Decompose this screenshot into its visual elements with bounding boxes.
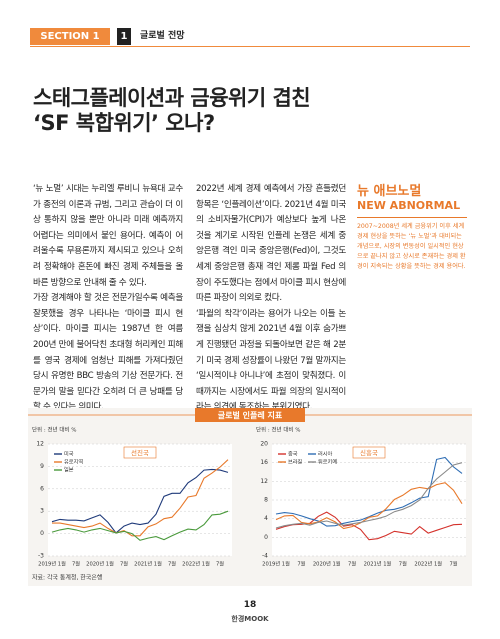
paragraph: ‘뉴 노멀’ 시대는 누리엘 루비니 뉴욕대 교수가 종전의 이론과 규범, 그… <box>33 184 183 288</box>
chart-unit: 단위 : 전년 대비 % <box>32 426 76 434</box>
y-tick-label: 6 <box>40 485 44 492</box>
series-line <box>275 482 463 530</box>
series-line <box>52 459 229 537</box>
x-tick-label: 7월 <box>216 560 224 568</box>
text-column: 2022년 세계 경제 예측에서 가장 흔들렸던 항목은 ‘인플레이션’이다. … <box>196 182 346 416</box>
x-tick-label: 7월 <box>348 560 356 568</box>
sidebar-title: 뉴 애브노멀 <box>357 184 422 199</box>
x-tick-label: 7월 <box>297 560 305 568</box>
chart-title-box <box>123 446 157 459</box>
series-line <box>275 462 463 529</box>
x-tick-label: 7월 <box>168 560 176 568</box>
text-column: ‘뉴 노멀’ 시대는 누리엘 루비니 뉴욕대 교수가 종전의 이론과 규범, 그… <box>33 182 183 416</box>
paragraph: ‘파월의 착각’이라는 용어가 나오는 이들 논쟁을 심상치 않게 2021년 … <box>196 308 346 413</box>
y-tick-label: 0 <box>264 534 268 541</box>
sidebar-text: 2007~2008년 세계 금융위기 이후 세계경제 현상을 뜻하는 ‘뉴 노멀… <box>357 223 466 270</box>
x-tick-label: 7월 <box>120 560 128 568</box>
y-tick-label: 4 <box>264 515 268 522</box>
x-tick-label: 2022년 1월 <box>182 560 210 568</box>
plot-area <box>48 444 232 556</box>
chart-title: 선진국 <box>131 448 149 457</box>
x-tick-label: 2020년 1월 <box>86 560 114 568</box>
x-tick-label: 2021년 1월 <box>134 560 162 568</box>
x-tick-label: 2021년 1월 <box>364 560 392 568</box>
series-line <box>51 468 229 534</box>
section-badge: SECTION 1 <box>30 28 110 45</box>
legend-label: 미국 <box>64 450 74 458</box>
y-tick-label: 16 <box>260 459 268 466</box>
y-tick-label: 12 <box>260 478 268 485</box>
x-tick-label: 2020년 1월 <box>313 560 341 568</box>
x-tick-label: 7월 <box>399 560 407 568</box>
figure-source: 자료: 각국 통계청, 한국은행 <box>32 574 102 582</box>
legend-label: 러시아 <box>318 450 333 458</box>
page-number: 18 <box>243 600 257 610</box>
y-tick-label: 20 <box>260 441 268 448</box>
headline: ‘SF 복합위기’ 오나? <box>33 111 215 135</box>
x-tick-label: 2019년 1월 <box>262 560 290 568</box>
x-tick-label: 7월 <box>72 560 80 568</box>
y-tick-label: 0 <box>40 530 44 537</box>
sidebar-subtitle: NEW ABNORMAL <box>357 199 461 212</box>
sidebar-rule <box>357 217 467 218</box>
y-tick-label: 8 <box>264 497 268 504</box>
chart-unit: 단위 : 전년 대비 % <box>256 426 300 434</box>
section-number: 1 <box>117 28 131 45</box>
y-tick-label: 3 <box>40 508 44 515</box>
y-tick-label: -4 <box>262 553 268 560</box>
x-tick-label: 2022년 1월 <box>414 560 442 568</box>
y-tick-label: 12 <box>36 441 44 448</box>
chart-title: 신흥국 <box>360 448 378 457</box>
y-tick-label: -3 <box>38 553 44 560</box>
paragraph: 2022년 세계 경제 예측에서 가장 흔들렸던 항목은 ‘인플레이션’이다. … <box>196 184 346 304</box>
series-line <box>51 510 229 541</box>
legend-label: 튀르키예 <box>318 458 337 466</box>
chart-title-box <box>352 446 386 459</box>
paragraph: 가장 경계해야 할 것은 전문가일수록 예측을 잘못했을 경우 나타나는 ‘마이… <box>33 293 183 413</box>
section-label: 글로벌 전망 <box>140 31 185 41</box>
legend-label: 중국 <box>288 451 298 458</box>
legend-label: 일본 <box>64 466 74 474</box>
x-tick-label: 2019년 1월 <box>38 560 66 568</box>
figure-title-box <box>195 408 305 422</box>
x-tick-label: 7월 <box>450 560 458 568</box>
figure-title: 글로벌 인플레 지표 <box>218 410 283 420</box>
legend-label: 브라질 <box>288 458 303 466</box>
legend-label: 유로지역 <box>64 458 83 466</box>
header-rule <box>30 46 470 47</box>
headline: 스태그플레이션과 금융위기 겹친 <box>33 86 311 110</box>
brand: 한경MOOK <box>231 615 269 623</box>
y-tick-label: 9 <box>40 463 44 470</box>
figure: 글로벌 인플레 지표 자료: 각국 통계청, 한국은행 단위 : 전년 대비 %… <box>28 408 472 586</box>
